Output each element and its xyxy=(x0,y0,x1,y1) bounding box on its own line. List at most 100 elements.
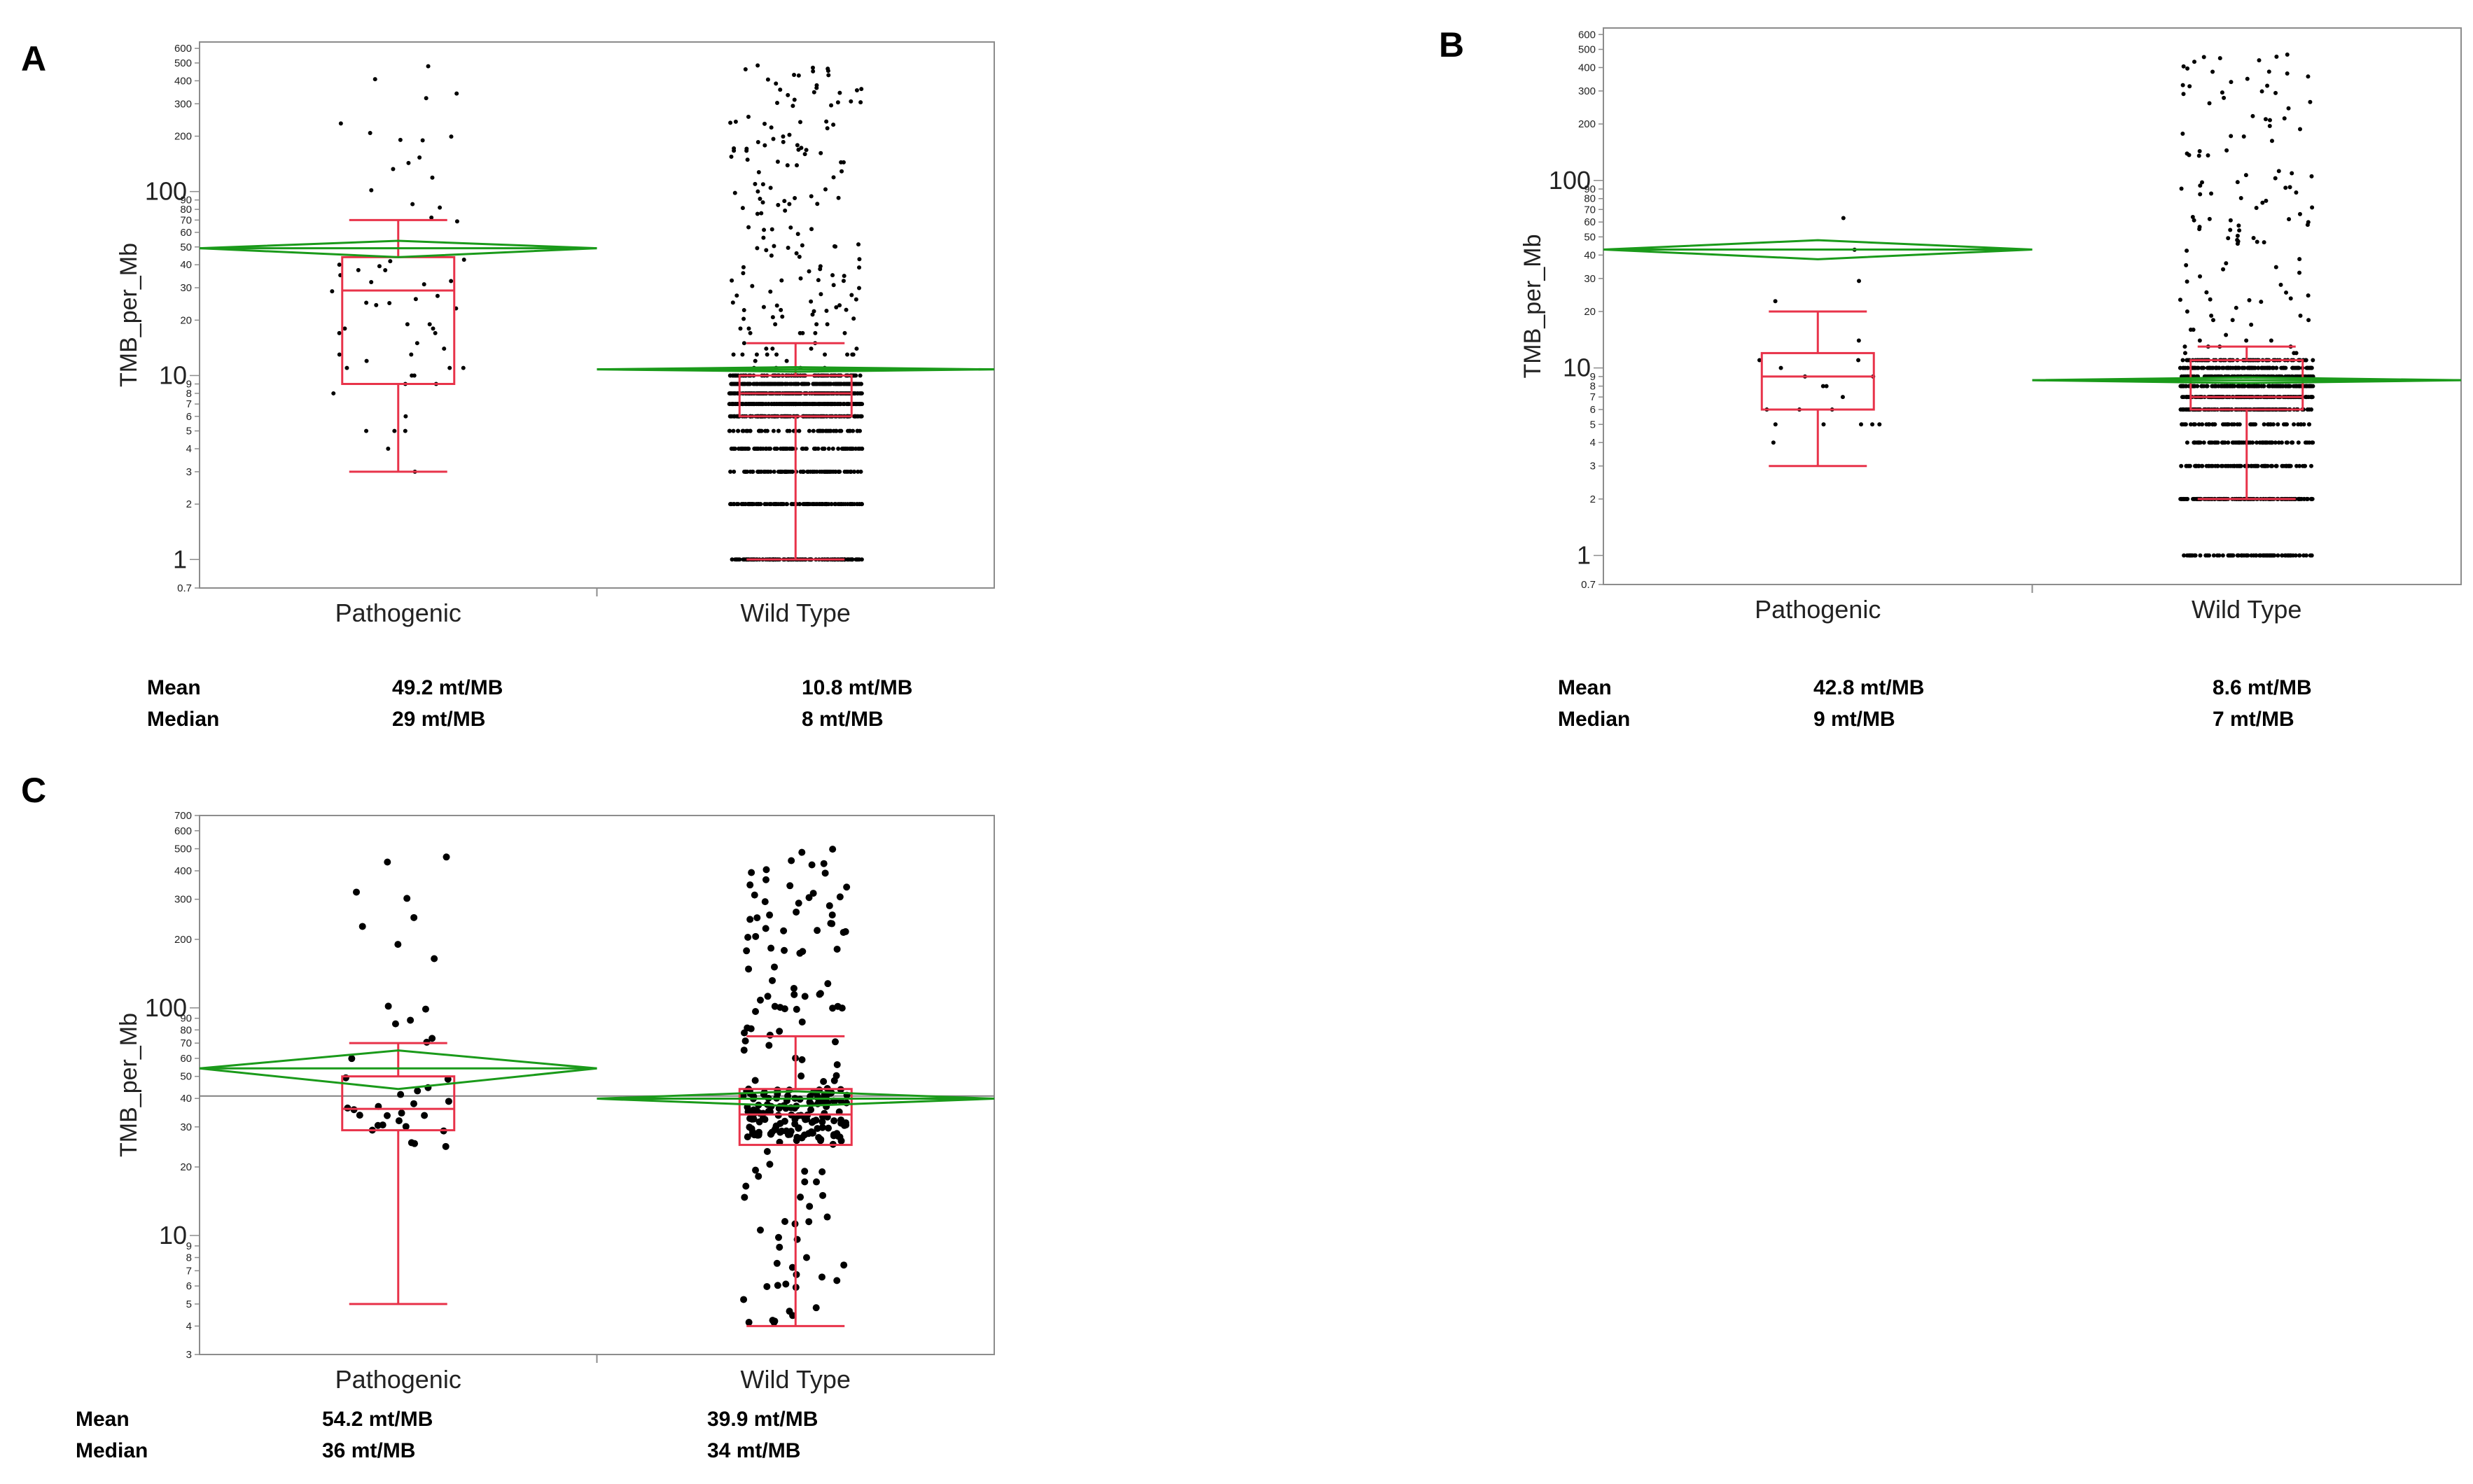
y-tick-label: 100 xyxy=(145,177,187,206)
data-point xyxy=(801,402,806,407)
data-point xyxy=(796,147,801,152)
data-point xyxy=(742,1182,750,1190)
data-point xyxy=(757,428,762,433)
y-tick-label: 10 xyxy=(159,360,187,389)
data-point xyxy=(792,73,797,78)
data-point xyxy=(849,557,854,562)
data-point xyxy=(384,1002,392,1010)
data-point xyxy=(442,1142,450,1150)
data-point xyxy=(783,382,788,386)
x-category-label: Wild Type xyxy=(741,1365,851,1394)
data-point xyxy=(422,1005,429,1013)
data-point xyxy=(834,1002,842,1010)
data-point xyxy=(364,428,369,433)
data-point xyxy=(751,469,755,474)
data-point xyxy=(417,155,422,160)
data-point xyxy=(454,219,459,224)
y-tick-label: 60 xyxy=(180,227,192,239)
data-point xyxy=(369,279,374,284)
data-point xyxy=(769,976,776,984)
data-point xyxy=(764,346,769,351)
data-point xyxy=(394,941,402,948)
data-point xyxy=(824,308,829,313)
data-point xyxy=(855,557,860,562)
data-point xyxy=(858,373,863,378)
data-point xyxy=(395,1117,403,1125)
data-point xyxy=(810,65,815,70)
data-point xyxy=(421,1112,429,1119)
data-point xyxy=(845,352,850,357)
data-point xyxy=(734,402,739,407)
data-point xyxy=(830,273,835,278)
data-point xyxy=(454,91,459,96)
y-tick-label: 6 xyxy=(186,1280,192,1292)
data-point xyxy=(795,899,802,907)
data-point xyxy=(337,262,342,267)
data-point xyxy=(774,81,779,86)
data-point xyxy=(816,990,823,998)
data-point xyxy=(807,428,811,433)
data-point xyxy=(837,90,842,95)
y-tick-label: 40 xyxy=(180,1093,192,1105)
data-point xyxy=(774,352,779,357)
data-point xyxy=(368,130,372,135)
data-point xyxy=(841,160,846,164)
data-point xyxy=(755,1118,763,1126)
data-point xyxy=(762,876,769,883)
data-point xyxy=(798,848,806,856)
data-point xyxy=(364,300,369,305)
data-point xyxy=(843,883,851,891)
data-point xyxy=(821,869,829,877)
data-point xyxy=(768,289,773,294)
data-point xyxy=(850,352,855,357)
data-point xyxy=(397,1091,405,1098)
data-point xyxy=(802,1254,810,1261)
data-point xyxy=(730,300,735,305)
data-point xyxy=(774,303,779,308)
data-point xyxy=(812,1116,820,1124)
data-point xyxy=(405,322,410,327)
data-point xyxy=(426,64,431,69)
data-point xyxy=(824,980,832,988)
data-point xyxy=(823,1213,831,1221)
data-point xyxy=(795,232,800,237)
data-point xyxy=(783,1127,790,1135)
wildtype-median: 34 mt/MB xyxy=(707,1439,801,1462)
data-point xyxy=(798,1018,806,1026)
data-point xyxy=(837,303,842,308)
data-point xyxy=(430,175,435,180)
data-point xyxy=(797,254,802,259)
data-point xyxy=(851,469,856,474)
data-point xyxy=(754,352,759,357)
data-point xyxy=(805,1218,813,1226)
data-point xyxy=(435,293,440,298)
data-point xyxy=(398,1110,405,1117)
data-point xyxy=(820,1112,828,1119)
data-point xyxy=(813,330,818,335)
data-point xyxy=(858,391,863,396)
data-point xyxy=(818,267,823,272)
data-point xyxy=(811,90,816,94)
y-tick-label: 300 xyxy=(174,98,192,110)
data-point xyxy=(386,447,391,451)
y-tick-label: 3 xyxy=(186,466,192,478)
data-point xyxy=(842,447,847,451)
data-point xyxy=(789,447,794,451)
plot-frame xyxy=(199,815,995,1355)
data-point xyxy=(760,200,765,205)
data-point xyxy=(818,150,823,155)
data-point xyxy=(810,312,815,317)
data-point xyxy=(445,1098,452,1105)
data-point xyxy=(407,1139,415,1147)
y-tick-label: 100 xyxy=(145,993,187,1022)
data-point xyxy=(833,502,837,507)
data-point xyxy=(825,1124,833,1132)
y-tick-label: 6 xyxy=(186,411,192,423)
data-point xyxy=(764,993,772,1000)
data-point xyxy=(766,382,771,386)
data-point xyxy=(762,866,770,874)
data-point xyxy=(806,1203,814,1210)
data-point xyxy=(821,428,826,433)
panel-letter-a: A xyxy=(21,39,47,78)
data-point xyxy=(772,469,776,474)
